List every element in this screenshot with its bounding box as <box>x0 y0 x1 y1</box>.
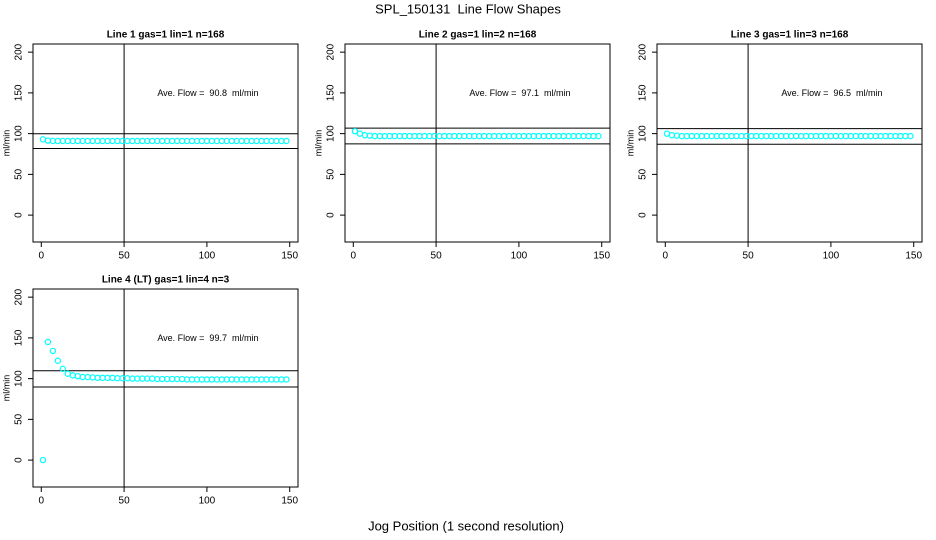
y-tick-label: 150 <box>326 84 337 101</box>
data-point <box>44 338 52 346</box>
y-tick-label: 50 <box>326 168 337 180</box>
y-tick-label: 150 <box>14 329 25 346</box>
y-tick-label: 200 <box>14 288 25 305</box>
y-tick-label: 150 <box>14 84 25 101</box>
annotation: Ave. Flow = 90.8 ml/min <box>157 88 258 98</box>
annotation: Ave. Flow = 97.1 ml/min <box>469 88 570 98</box>
x-tick-label: 0 <box>39 496 45 507</box>
x-tick-label: 50 <box>743 251 755 262</box>
data-point <box>59 365 67 373</box>
annotation: Ave. Flow = 96.5 ml/min <box>781 88 882 98</box>
x-tick-label: 100 <box>823 251 840 262</box>
x-tick-label: 100 <box>199 496 216 507</box>
data-point <box>69 372 76 379</box>
data-point <box>595 132 602 140</box>
x-tick-label: 150 <box>905 251 922 262</box>
panel-title: Line 4 (LT) gas=1 lin=4 n=3 <box>102 275 230 286</box>
data-point <box>54 357 62 364</box>
data-point <box>49 347 57 355</box>
x-tick-label: 50 <box>119 496 131 507</box>
x-tick-label: 0 <box>663 251 669 262</box>
y-tick-label: 0 <box>326 212 337 218</box>
y-tick-label: 200 <box>638 43 649 60</box>
y-tick-label: 100 <box>14 370 25 387</box>
panel-title: Line 2 gas=1 lin=2 n=168 <box>419 30 537 41</box>
data-point <box>351 127 359 135</box>
plot-frame <box>32 43 299 243</box>
data-point <box>39 136 47 143</box>
y-tick-label: 200 <box>326 43 337 60</box>
y-tick-label: 100 <box>638 125 649 142</box>
x-tick-label: 100 <box>199 251 216 262</box>
y-tick-label: 0 <box>638 212 649 218</box>
x-tick-label: 50 <box>119 251 131 262</box>
y-axis-label: ml/min <box>1 130 11 157</box>
y-tick-label: 50 <box>14 168 25 180</box>
data-point <box>283 137 290 145</box>
x-tick-label: 150 <box>281 251 298 262</box>
y-tick-label: 0 <box>14 457 25 463</box>
y-axis-label: ml/min <box>625 130 635 157</box>
plot-frame <box>32 288 299 488</box>
y-tick-label: 50 <box>638 168 649 180</box>
y-tick-label: 150 <box>638 84 649 101</box>
x-tick-label: 0 <box>39 251 45 262</box>
y-axis-label: ml/min <box>1 375 11 402</box>
y-tick-label: 0 <box>14 212 25 218</box>
data-point <box>39 456 47 464</box>
x-tick-label: 100 <box>511 251 528 262</box>
annotation: Ave. Flow = 99.7 ml/min <box>157 333 258 343</box>
x-tick-label: 50 <box>431 251 443 262</box>
x-axis-label: Jog Position (1 second resolution) <box>368 518 564 533</box>
y-tick-label: 200 <box>14 43 25 60</box>
data-point <box>907 132 914 140</box>
x-tick-label: 150 <box>593 251 610 262</box>
panel-title: Line 3 gas=1 lin=3 n=168 <box>731 30 849 41</box>
plot-frame <box>344 43 611 243</box>
plot-frame <box>656 43 923 243</box>
y-tick-label: 100 <box>326 125 337 142</box>
y-tick-label: 100 <box>14 125 25 142</box>
y-axis-label: ml/min <box>313 130 323 157</box>
figure-title: SPL_150131 Line Flow Shapes <box>375 1 561 16</box>
data-point <box>74 372 81 380</box>
data-point <box>283 376 290 383</box>
x-tick-label: 0 <box>351 251 357 262</box>
x-tick-label: 150 <box>281 496 298 507</box>
panel-title: Line 1 gas=1 lin=1 n=168 <box>107 30 225 41</box>
y-tick-label: 50 <box>14 413 25 425</box>
